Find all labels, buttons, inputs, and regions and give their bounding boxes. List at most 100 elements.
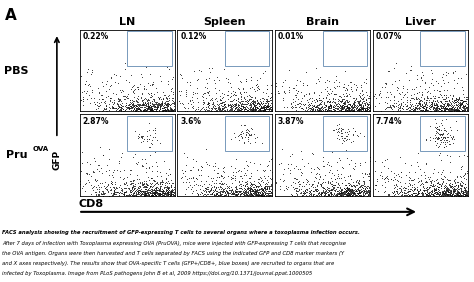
Point	[138, 180, 146, 184]
Point	[162, 99, 170, 103]
Point	[339, 109, 347, 113]
Point	[364, 92, 371, 97]
Point	[333, 107, 341, 111]
Point	[236, 189, 244, 193]
Point	[130, 107, 138, 112]
Point	[325, 105, 333, 110]
Point	[147, 188, 155, 193]
Point	[410, 190, 418, 195]
Point	[155, 108, 163, 113]
Point	[208, 191, 215, 196]
Point	[433, 87, 441, 92]
Point	[116, 183, 124, 188]
Point	[246, 133, 254, 137]
Point	[433, 99, 441, 104]
Point	[166, 193, 173, 197]
Point	[278, 147, 286, 151]
Point	[136, 107, 144, 111]
Point	[250, 103, 257, 107]
Point	[419, 190, 426, 195]
Point	[401, 188, 408, 192]
Point	[356, 94, 364, 99]
Point	[110, 191, 118, 196]
Point	[207, 108, 215, 112]
Point	[305, 106, 312, 111]
Point	[149, 128, 157, 133]
Point	[326, 193, 333, 197]
Point	[152, 190, 160, 194]
Point	[111, 190, 119, 194]
Point	[447, 191, 454, 196]
Point	[302, 182, 310, 187]
Point	[339, 101, 346, 106]
Point	[260, 104, 268, 108]
Point	[410, 182, 418, 186]
Point	[459, 193, 467, 198]
Point	[363, 107, 371, 112]
Point	[312, 186, 320, 191]
Point	[103, 186, 110, 191]
Point	[251, 95, 258, 99]
Point	[341, 100, 348, 105]
Point	[152, 101, 159, 105]
Point	[260, 105, 268, 109]
Point	[218, 107, 225, 112]
Point	[340, 191, 348, 196]
Point	[164, 94, 172, 98]
Point	[259, 106, 267, 111]
Point	[238, 190, 246, 195]
Point	[344, 108, 351, 113]
Point	[219, 188, 227, 193]
Point	[303, 188, 311, 192]
Point	[355, 109, 363, 113]
Point	[419, 92, 426, 96]
Point	[164, 104, 172, 109]
Point	[264, 99, 272, 103]
Point	[206, 101, 213, 105]
Point	[258, 178, 266, 182]
Point	[319, 191, 326, 195]
Point	[438, 191, 446, 195]
Point	[246, 101, 254, 105]
Point	[345, 186, 353, 190]
Point	[428, 104, 436, 109]
Point	[144, 105, 152, 110]
Point	[335, 80, 343, 84]
Point	[336, 190, 343, 194]
Point	[348, 190, 356, 195]
Point	[100, 184, 108, 188]
Point	[215, 175, 222, 179]
Point	[142, 103, 150, 108]
Point	[264, 101, 272, 105]
Point	[364, 102, 372, 107]
Point	[348, 105, 356, 109]
Point	[443, 188, 451, 193]
Point	[445, 189, 452, 193]
Point	[121, 189, 128, 194]
Point	[317, 193, 324, 198]
Point	[268, 176, 276, 180]
Point	[118, 108, 125, 113]
Point	[349, 180, 357, 184]
Point	[455, 100, 463, 105]
Point	[164, 109, 172, 114]
Point	[265, 193, 273, 197]
Point	[244, 185, 252, 190]
Point	[409, 108, 417, 112]
Point	[148, 107, 156, 112]
Point	[250, 86, 257, 91]
Point	[140, 184, 148, 189]
Point	[313, 186, 321, 191]
Point	[453, 102, 460, 106]
Point	[210, 180, 218, 185]
Point	[332, 102, 340, 107]
Point	[322, 193, 330, 198]
Point	[260, 108, 268, 113]
Point	[429, 83, 437, 87]
Point	[456, 193, 463, 197]
Point	[164, 191, 172, 196]
Point	[347, 188, 355, 193]
Point	[344, 189, 351, 194]
Point	[418, 190, 425, 195]
Point	[247, 191, 255, 195]
